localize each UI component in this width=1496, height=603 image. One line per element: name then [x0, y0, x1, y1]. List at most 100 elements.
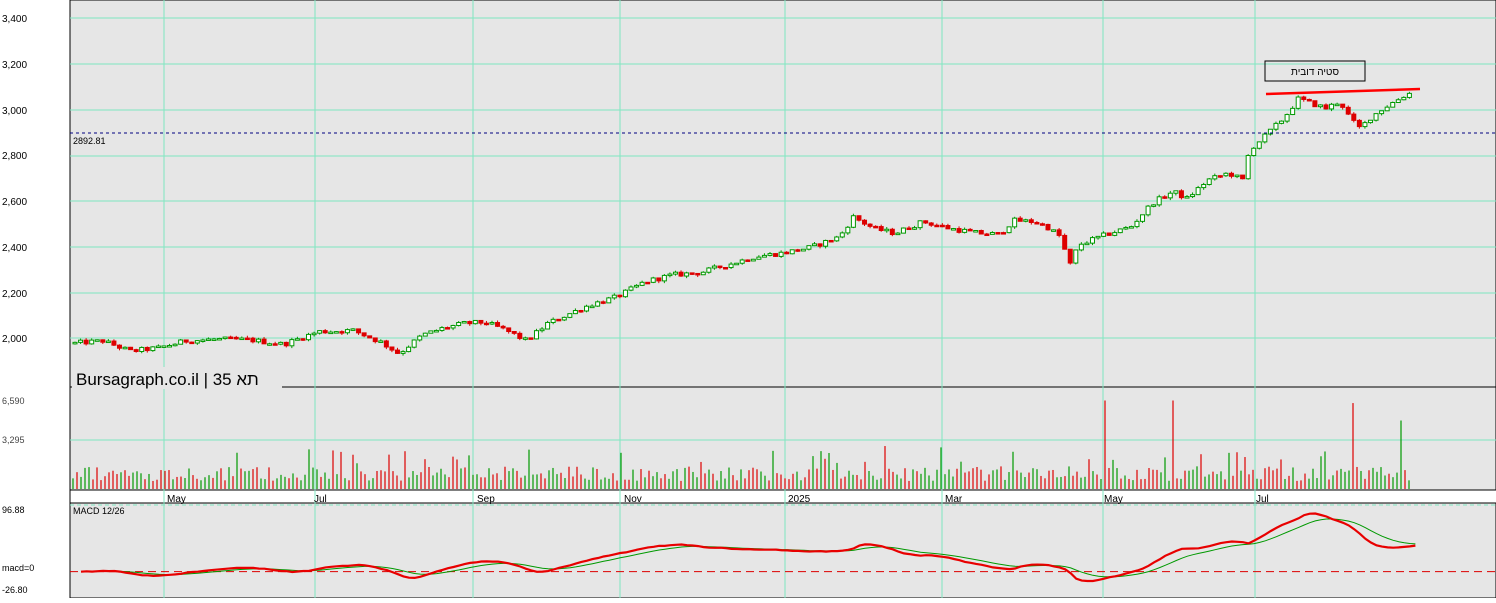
- left-axis-area: [0, 0, 70, 598]
- candle-up: [706, 267, 712, 273]
- candle-up: [378, 340, 384, 343]
- candle-up: [1362, 122, 1368, 128]
- candle-up: [1317, 104, 1323, 108]
- candle-up: [950, 228, 956, 231]
- candle-down: [483, 322, 489, 326]
- candle-up: [89, 339, 95, 345]
- candle-up: [406, 346, 412, 353]
- candle-up: [328, 331, 334, 335]
- candle-up: [94, 339, 100, 342]
- candle-up: [672, 271, 678, 275]
- reference-line-label: 2892.81: [73, 136, 106, 146]
- candle-down: [556, 318, 562, 322]
- candle-down: [1306, 98, 1312, 102]
- candle-down: [183, 339, 189, 343]
- candle-up: [1395, 99, 1401, 103]
- candle-down: [678, 271, 684, 277]
- candle-up: [1173, 190, 1179, 194]
- candle-up: [800, 248, 806, 252]
- candle-down: [773, 253, 779, 257]
- candle-down: [144, 346, 150, 352]
- candle-down: [1240, 174, 1246, 180]
- time-label: May: [167, 494, 186, 505]
- candle-up: [1262, 133, 1268, 143]
- candle-up: [417, 335, 423, 341]
- candle-down: [322, 330, 328, 334]
- annotation-text: סטיה דובית: [1291, 67, 1339, 78]
- candle-up: [167, 345, 173, 348]
- candle-up: [1145, 205, 1151, 216]
- candle-up: [628, 286, 634, 291]
- candle-up: [439, 327, 445, 331]
- candle-down: [928, 222, 934, 226]
- candle-up: [811, 243, 817, 247]
- grid-lines: [70, 0, 1496, 598]
- candle-down: [1340, 103, 1346, 108]
- candle-up: [1273, 122, 1279, 130]
- macd-lines: [80, 512, 1416, 583]
- volume-tick: 6,590: [2, 396, 25, 406]
- candle-up: [539, 328, 545, 332]
- candle-up: [1201, 183, 1207, 189]
- candle-down: [1178, 190, 1184, 199]
- candle-up: [900, 227, 906, 234]
- time-label: Jul: [314, 494, 327, 505]
- candle-up: [1251, 147, 1257, 157]
- candle-up: [589, 305, 595, 309]
- candle-up: [806, 245, 812, 250]
- candle-up: [567, 313, 573, 318]
- candle-up: [255, 338, 261, 343]
- candle-up: [595, 301, 601, 307]
- price-panel: [69, 0, 1496, 388]
- candle-up: [1051, 229, 1057, 232]
- candle-up: [211, 338, 217, 341]
- candle-down: [656, 277, 662, 282]
- candle-up: [333, 331, 339, 334]
- candle-down: [1001, 232, 1007, 235]
- candle-down: [339, 331, 345, 334]
- candle-up: [1290, 107, 1296, 116]
- candle-down: [1301, 96, 1307, 100]
- candle-up: [650, 277, 656, 283]
- candle-up: [1156, 196, 1162, 206]
- candle-up: [545, 321, 551, 330]
- candle-up: [778, 251, 784, 257]
- candle-down: [1351, 113, 1357, 121]
- candle-up: [456, 322, 462, 326]
- candle-up: [194, 340, 200, 344]
- candle-down: [817, 243, 823, 247]
- time-label: 2025: [788, 494, 811, 505]
- time-label: May: [1104, 494, 1123, 505]
- candle-up: [1295, 96, 1301, 109]
- macd-title: MACD 12/26: [73, 506, 125, 516]
- candle-down: [1067, 248, 1073, 264]
- candle-down: [100, 339, 106, 343]
- candle-up: [105, 340, 111, 344]
- candle-down: [934, 224, 940, 228]
- candle-up: [1134, 220, 1140, 228]
- candle-up: [1367, 119, 1373, 124]
- macd-axis: 96.88 macd=0 -26.80 MACD 12/26: [2, 505, 125, 595]
- candle-up: [973, 230, 979, 233]
- candle-up: [584, 305, 590, 312]
- candle-up: [1078, 243, 1084, 251]
- candle-up: [734, 262, 740, 266]
- candle-up: [1089, 237, 1095, 244]
- candle-up: [789, 249, 795, 255]
- candle-up: [700, 271, 706, 276]
- time-label: Jul: [1256, 494, 1269, 505]
- candle-down: [367, 335, 373, 339]
- candle-down: [1345, 106, 1351, 115]
- candle-up: [72, 341, 78, 345]
- candle-up: [155, 345, 161, 349]
- candle-up: [1267, 128, 1273, 135]
- candle-up: [917, 220, 923, 229]
- candle-up: [845, 226, 851, 234]
- price-tick: 2,400: [2, 243, 27, 254]
- candle-down: [795, 249, 801, 252]
- candle-down: [984, 233, 990, 237]
- candle-up: [222, 336, 228, 340]
- candle-down: [862, 219, 868, 225]
- volume-tick: 3,295: [2, 435, 25, 445]
- candle-up: [611, 294, 617, 299]
